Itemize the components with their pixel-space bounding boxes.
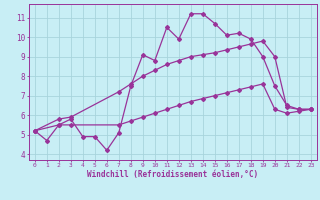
X-axis label: Windchill (Refroidissement éolien,°C): Windchill (Refroidissement éolien,°C) xyxy=(87,170,258,179)
